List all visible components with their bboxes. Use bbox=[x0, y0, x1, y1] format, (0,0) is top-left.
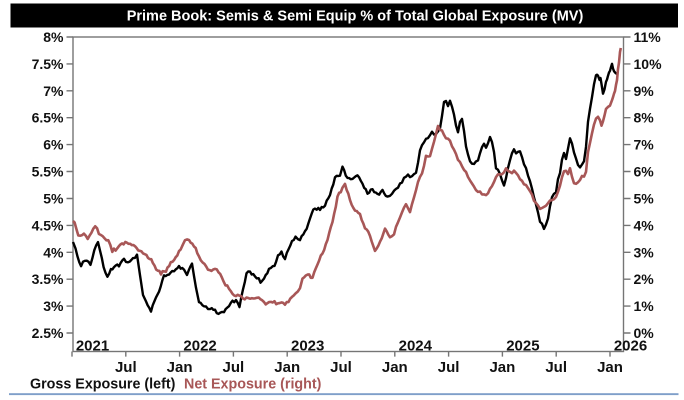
svg-text:6.5%: 6.5% bbox=[32, 110, 64, 126]
svg-text:Jan: Jan bbox=[274, 359, 300, 376]
svg-text:5%: 5% bbox=[634, 191, 655, 207]
svg-text:2024: 2024 bbox=[399, 337, 433, 354]
svg-text:Jul: Jul bbox=[438, 359, 460, 376]
svg-text:2022: 2022 bbox=[183, 337, 216, 354]
svg-text:5%: 5% bbox=[43, 191, 64, 207]
svg-text:7%: 7% bbox=[634, 137, 655, 153]
svg-text:6%: 6% bbox=[634, 164, 655, 180]
svg-text:10%: 10% bbox=[634, 56, 663, 72]
svg-text:2023: 2023 bbox=[291, 337, 324, 354]
svg-text:2%: 2% bbox=[634, 271, 655, 287]
svg-text:Jan: Jan bbox=[167, 359, 193, 376]
svg-text:5.5%: 5.5% bbox=[32, 164, 64, 180]
svg-text:Gross Exposure (left): Gross Exposure (left) bbox=[30, 377, 176, 393]
svg-text:Jul: Jul bbox=[545, 359, 567, 376]
svg-text:Jul: Jul bbox=[223, 359, 245, 376]
svg-text:Net Exposure (right): Net Exposure (right) bbox=[184, 377, 322, 393]
svg-text:Jan: Jan bbox=[489, 359, 515, 376]
svg-text:Prime Book: Semis & Semi Equip: Prime Book: Semis & Semi Equip % of Tota… bbox=[127, 9, 584, 25]
svg-text:2026: 2026 bbox=[614, 337, 647, 354]
svg-text:0%: 0% bbox=[634, 325, 655, 341]
svg-text:3%: 3% bbox=[43, 298, 64, 314]
svg-text:Jul: Jul bbox=[115, 359, 137, 376]
svg-text:8%: 8% bbox=[634, 110, 655, 126]
svg-text:9%: 9% bbox=[634, 83, 655, 99]
svg-text:2025: 2025 bbox=[506, 337, 539, 354]
svg-text:Jul: Jul bbox=[330, 359, 352, 376]
svg-text:2021: 2021 bbox=[76, 337, 109, 354]
svg-text:3%: 3% bbox=[634, 244, 655, 260]
svg-text:7.5%: 7.5% bbox=[32, 56, 64, 72]
svg-text:7%: 7% bbox=[43, 83, 64, 99]
svg-text:6%: 6% bbox=[43, 137, 64, 153]
svg-text:Jan: Jan bbox=[597, 359, 623, 376]
svg-text:4.5%: 4.5% bbox=[32, 217, 64, 233]
svg-text:4%: 4% bbox=[43, 244, 64, 260]
svg-text:1%: 1% bbox=[634, 298, 655, 314]
svg-text:8%: 8% bbox=[43, 29, 64, 45]
svg-text:11%: 11% bbox=[634, 29, 662, 45]
svg-text:2.5%: 2.5% bbox=[32, 325, 64, 341]
svg-text:3.5%: 3.5% bbox=[32, 271, 64, 287]
svg-text:Jan: Jan bbox=[382, 359, 408, 376]
svg-text:4%: 4% bbox=[634, 217, 655, 233]
